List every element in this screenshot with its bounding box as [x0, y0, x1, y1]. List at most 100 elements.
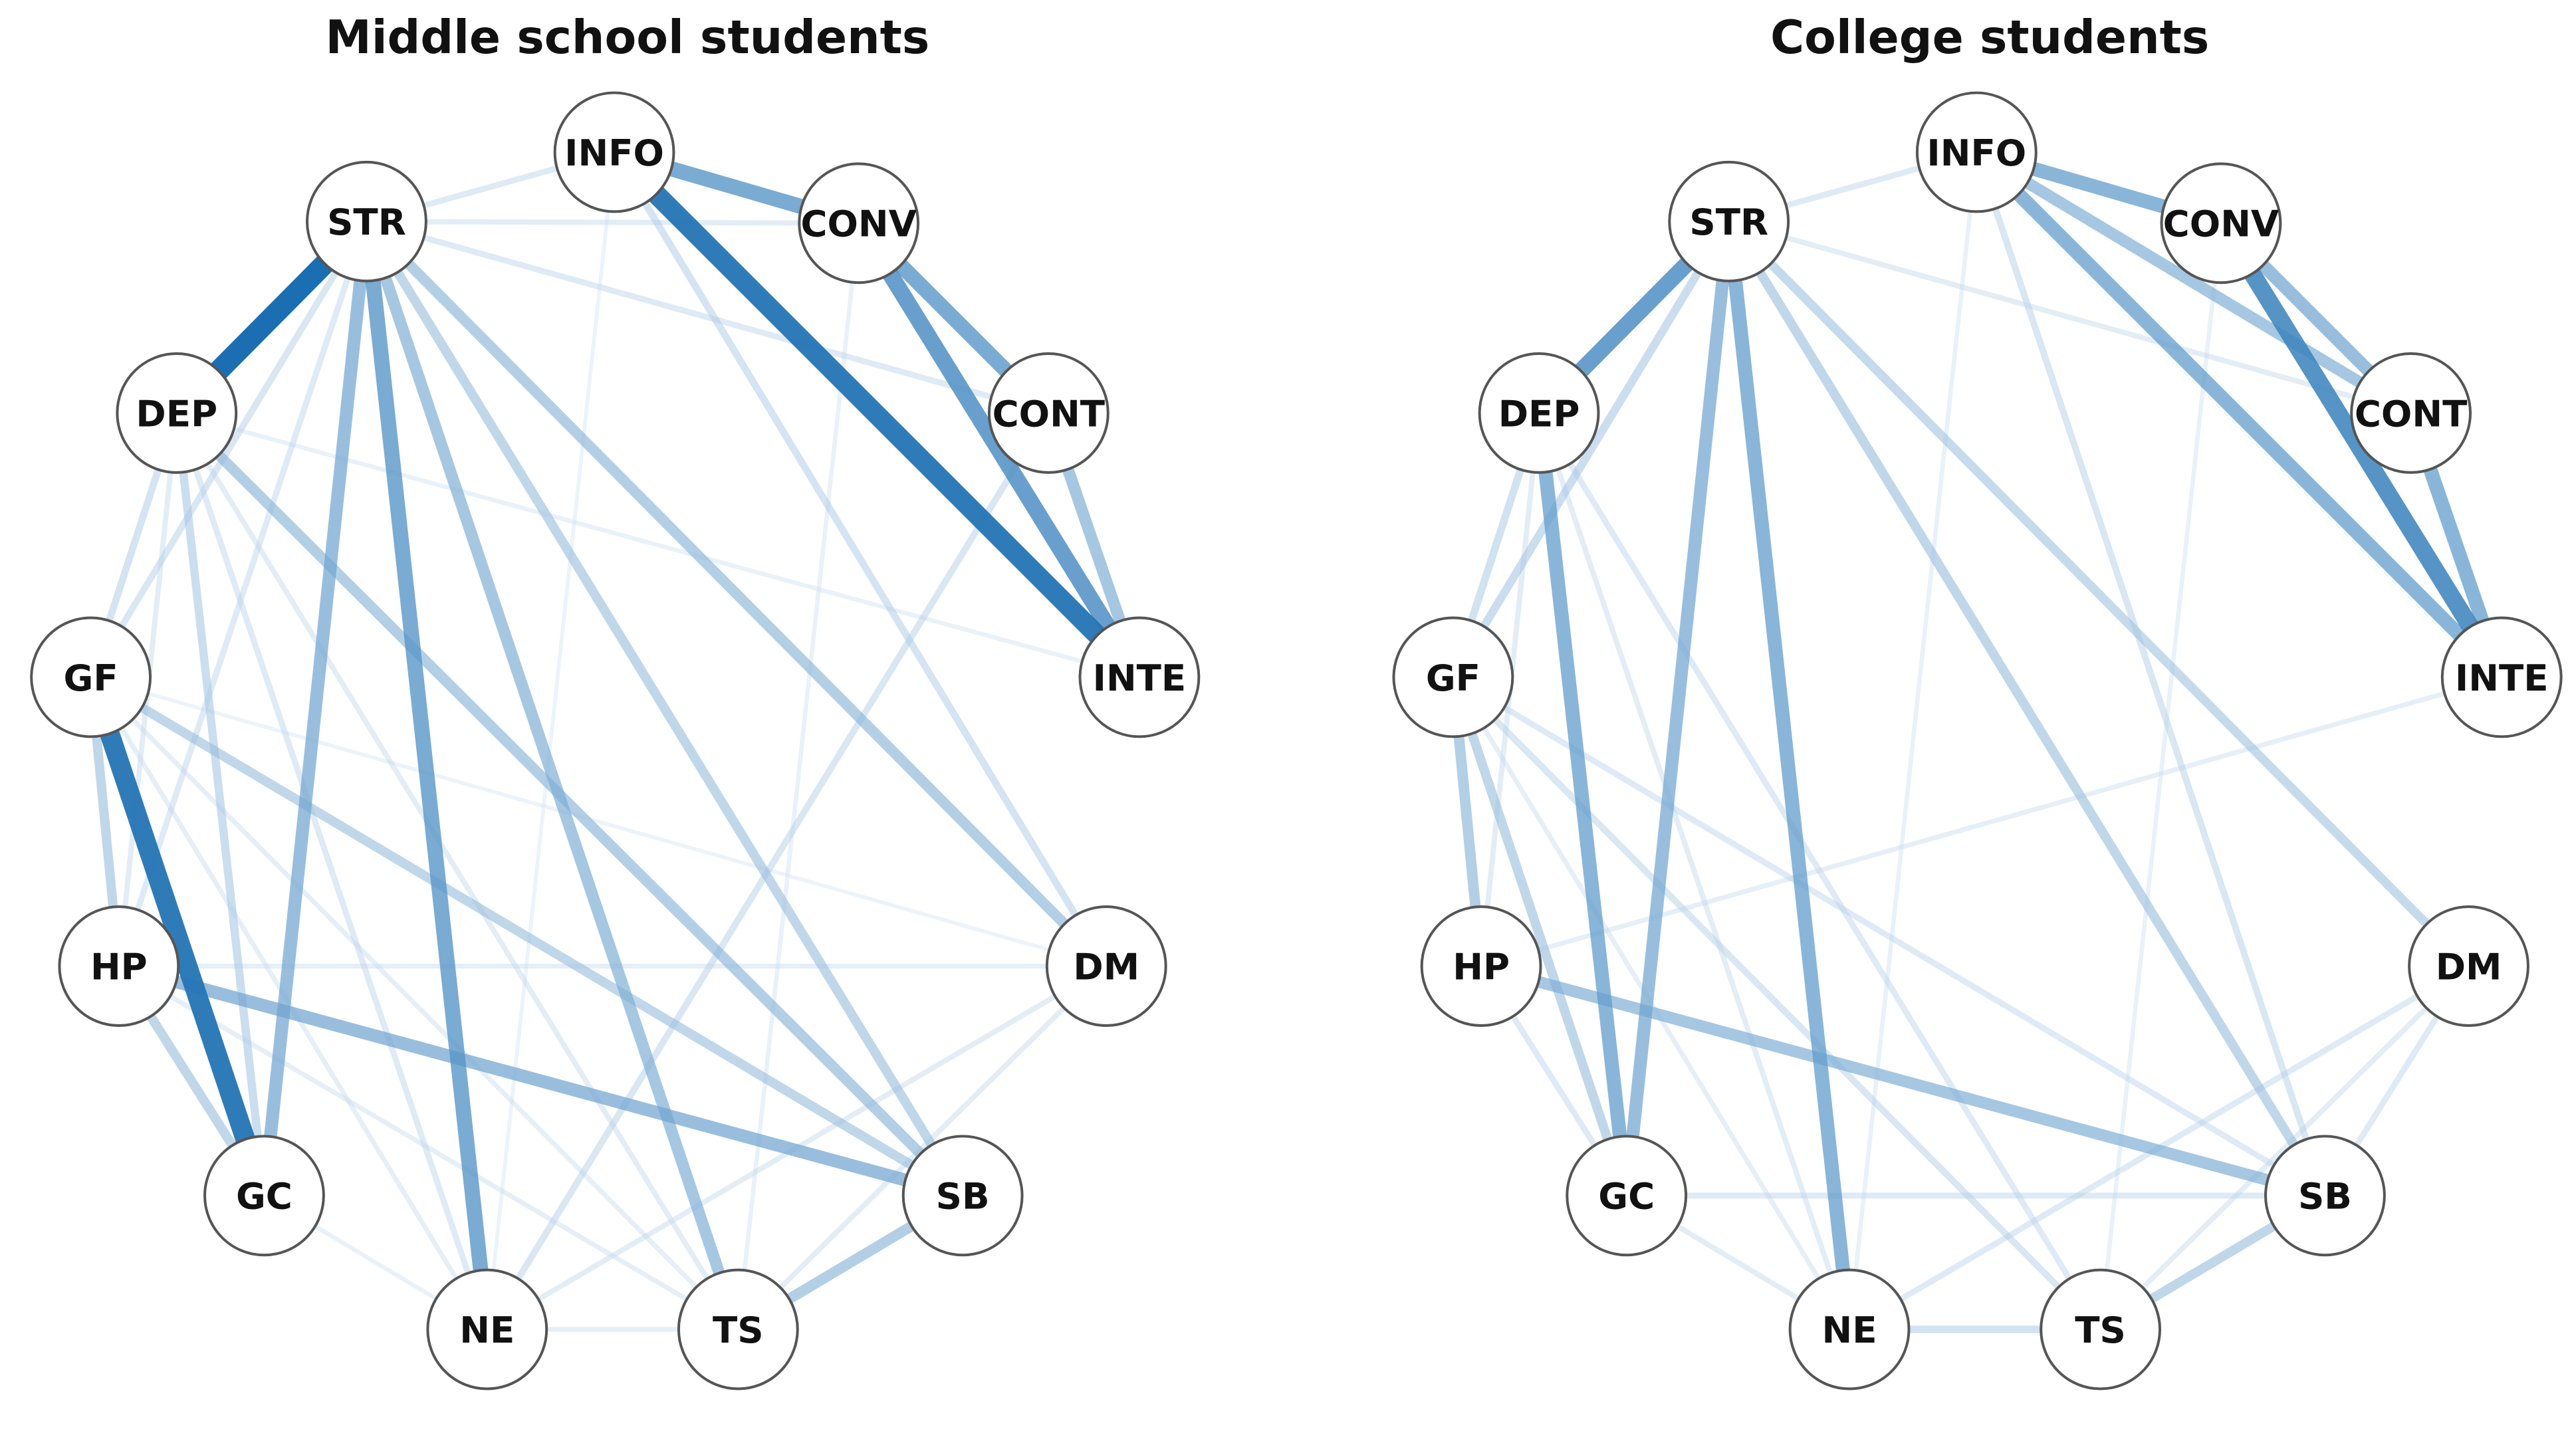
node-dm: DM — [2408, 905, 2529, 1028]
node-circle — [30, 616, 152, 738]
edge-info-cont — [1973, 147, 2414, 419]
node-circle — [798, 162, 920, 284]
node-gf: GF — [1392, 616, 1514, 738]
edge-hp-sb — [117, 960, 965, 1202]
node-gc: GC — [1566, 1135, 1688, 1257]
node-label: GF — [1426, 657, 1480, 699]
node-label: SB — [936, 1175, 990, 1218]
node-label: TS — [713, 1309, 764, 1351]
edge-ts-dm — [2098, 964, 2471, 1331]
node-label: GC — [1598, 1175, 1655, 1218]
edge-info-dm — [611, 150, 1110, 968]
node-circle — [2160, 162, 2282, 284]
edge-str-sb — [1724, 219, 2329, 1198]
node-circle — [2408, 905, 2529, 1028]
node-circle — [1478, 352, 1600, 474]
edge-hp-sb — [1479, 960, 2327, 1202]
node-circle — [1788, 1268, 1911, 1390]
edge-str-cont — [1728, 219, 2412, 416]
node-label: NE — [459, 1309, 515, 1351]
edge-dep-gc — [172, 412, 269, 1196]
node-label: INTE — [2455, 657, 2549, 699]
node-info: INFO — [1915, 91, 2038, 213]
edge-gf-gc — [81, 674, 274, 1199]
node-label: STR — [1689, 201, 1768, 243]
node-circle — [2440, 616, 2563, 738]
node-circle — [426, 1268, 548, 1390]
node-label: SB — [2298, 1175, 2352, 1218]
node-conv: CONV — [2160, 162, 2282, 284]
node-circle — [2040, 1268, 2162, 1390]
edge-gf-dm — [90, 675, 1108, 968]
edge-conv-inte — [2213, 218, 2510, 682]
edge-dep-ne — [174, 412, 491, 1331]
edge-hp-inte — [1480, 675, 2503, 969]
node-str: STR — [306, 160, 427, 282]
node-ne: NE — [1788, 1268, 1911, 1390]
edge-dep-ts — [174, 411, 741, 1331]
node-label: TS — [2075, 1309, 2126, 1351]
node-label: GF — [64, 657, 118, 699]
node-circle — [1668, 160, 1790, 282]
node-inte: INTE — [1078, 616, 1201, 738]
edge-ts-dm — [736, 964, 1109, 1331]
edge-str-ne — [359, 221, 495, 1331]
edge-str-dm — [1725, 218, 2472, 970]
node-circle — [987, 352, 1110, 474]
node-cont: CONT — [987, 352, 1110, 474]
node-sb: SB — [2264, 1135, 2386, 1257]
node-label: INFO — [1927, 132, 2026, 174]
edge-str-ne — [1722, 221, 1857, 1331]
node-circle — [306, 160, 427, 282]
node-ne: NE — [426, 1268, 548, 1390]
node-gf: GF — [30, 616, 152, 738]
node-label: DM — [2436, 945, 2502, 988]
edge-dep-sb — [173, 409, 967, 1200]
node-label: NE — [1822, 1309, 1877, 1351]
node-circle — [677, 1268, 799, 1390]
node-label: HP — [1453, 945, 1510, 988]
node-cont: CONT — [2350, 352, 2472, 474]
node-label: INTE — [1093, 657, 1187, 699]
node-info: INFO — [553, 91, 675, 213]
node-ts: TS — [2040, 1268, 2162, 1390]
node-hp: HP — [58, 905, 180, 1028]
node-circle — [2264, 1135, 2386, 1257]
node-dep: DEP — [116, 352, 238, 474]
node-dm: DM — [1045, 905, 1167, 1028]
node-label: HP — [90, 945, 148, 988]
node-circle — [1915, 91, 2038, 213]
node-circle — [58, 905, 180, 1028]
edge-hp-ts — [118, 964, 740, 1332]
node-circle — [203, 1135, 325, 1257]
node-gc: GC — [203, 1135, 325, 1257]
node-sb: SB — [901, 1135, 1024, 1257]
node-inte: INTE — [2440, 616, 2563, 738]
node-label: CONT — [993, 392, 1106, 435]
node-str: STR — [1668, 160, 1790, 282]
node-circle — [1566, 1135, 1688, 1257]
node-circle — [553, 91, 675, 213]
node-circle — [1078, 616, 1201, 738]
node-hp: HP — [1420, 905, 1542, 1028]
edge-str-gc — [257, 221, 374, 1196]
node-label: CONV — [2163, 203, 2280, 245]
node-circle — [1420, 905, 1542, 1028]
node-label: INFO — [564, 132, 664, 174]
edge-str-gc — [1620, 221, 1736, 1196]
edge-str-conv — [366, 219, 859, 226]
edge-str-ts — [361, 219, 744, 1331]
nodes: INFO CONV STR CONT DEP GF INTE HP DM GC SB NE TS — [30, 91, 1201, 1390]
node-circle — [116, 352, 238, 474]
edges — [81, 145, 1147, 1334]
node-label: DEP — [136, 392, 217, 435]
edge-info-ne — [1847, 152, 1979, 1330]
edge-str-cont — [366, 219, 1050, 416]
edge-info-inte — [607, 145, 1147, 685]
node-ts: TS — [677, 1268, 799, 1390]
edge-str-gf — [1449, 219, 1733, 680]
node-label: STR — [327, 201, 406, 243]
node-label: CONT — [2355, 392, 2468, 435]
edge-dep-ts — [1536, 411, 2103, 1331]
